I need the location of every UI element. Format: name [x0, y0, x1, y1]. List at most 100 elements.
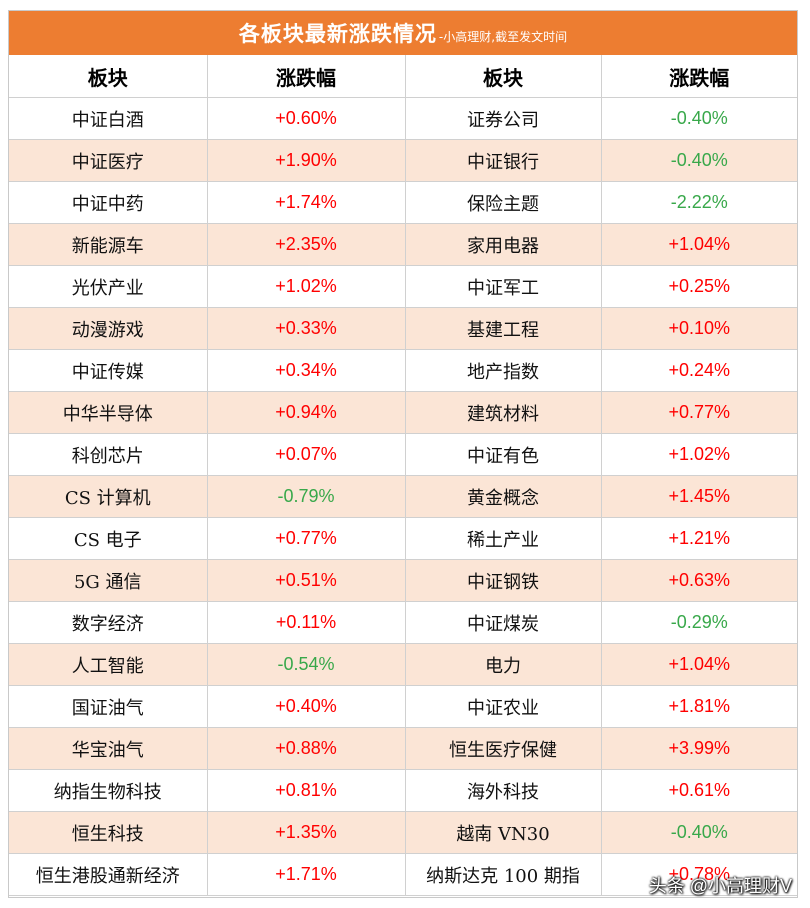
header-change-right: 涨跌幅 [601, 55, 797, 98]
change-cell: -0.40% [601, 139, 797, 182]
sector-name-cell: CS 计算机 [9, 475, 208, 518]
sector-name-cell: 光伏产业 [9, 265, 208, 308]
sector-name-cell: 恒生港股通新经济 [9, 853, 208, 896]
sector-name-cell: 国证油气 [9, 685, 208, 728]
sector-name-cell: 电力 [405, 643, 602, 686]
sector-name-cell: 华宝油气 [9, 727, 208, 770]
change-cell: +0.88% [207, 727, 406, 770]
change-cell: +0.10% [601, 307, 797, 350]
change-cell: +1.81% [601, 685, 797, 728]
sector-name-cell: 中证中药 [9, 181, 208, 224]
table-row: 新能源车 +2.35% 家用电器 +1.04% [9, 223, 797, 266]
sector-name-cell: 中华半导体 [9, 391, 208, 434]
change-cell: +1.21% [601, 517, 797, 560]
change-cell: +0.24% [601, 349, 797, 392]
sector-name-cell: 中证医疗 [9, 139, 208, 182]
change-cell: -0.40% [601, 97, 797, 140]
sector-name-cell: 中证煤炭 [405, 601, 602, 644]
sector-name-cell: 中证军工 [405, 265, 602, 308]
table-row: 科创芯片 +0.07% 中证有色 +1.02% [9, 433, 797, 476]
sector-name-cell: 数字经济 [9, 601, 208, 644]
change-cell: +1.90% [207, 139, 406, 182]
change-cell: +1.74% [207, 181, 406, 224]
table-row: 动漫游戏 +0.33% 基建工程 +0.10% [9, 307, 797, 350]
table-row: 中华半导体 +0.94% 建筑材料 +0.77% [9, 391, 797, 434]
change-cell: +2.35% [207, 223, 406, 266]
change-cell: +0.25% [601, 265, 797, 308]
sector-name-cell: 基建工程 [405, 307, 602, 350]
table-row: 恒生港股通新经济 +1.71% 纳斯达克 100 期指 +0.78% [9, 853, 797, 896]
change-cell: -0.79% [207, 475, 406, 518]
sector-name-cell: 地产指数 [405, 349, 602, 392]
sector-name-cell: 海外科技 [405, 769, 602, 812]
change-cell: +1.45% [601, 475, 797, 518]
change-cell: +0.40% [207, 685, 406, 728]
table-subtitle: -小高理财,截至发文时间 [438, 29, 568, 44]
table-row: 中证白酒 +0.60% 证券公司 -0.40% [9, 97, 797, 140]
table-body: 中证白酒 +0.60% 证券公司 -0.40% 中证医疗 +1.90% 中证银行 -0.40%… [9, 97, 797, 896]
header-sector-right: 板块 [405, 55, 602, 98]
sector-name-cell: 恒生科技 [9, 811, 208, 854]
sector-name-cell: 建筑材料 [405, 391, 602, 434]
table-row: 纳指生物科技 +0.81% 海外科技 +0.61% [9, 769, 797, 812]
sector-name-cell: 恒生医疗保健 [405, 727, 602, 770]
change-cell: +0.34% [207, 349, 406, 392]
change-cell: -0.40% [601, 811, 797, 854]
sector-name-cell: 稀土产业 [405, 517, 602, 560]
change-cell: +0.51% [207, 559, 406, 602]
table-title: 各板块最新涨跌情况 [238, 21, 437, 46]
table-row: 国证油气 +0.40% 中证农业 +1.81% [9, 685, 797, 728]
sector-name-cell: 家用电器 [405, 223, 602, 266]
table-row: CS 计算机 -0.79% 黄金概念 +1.45% [9, 475, 797, 518]
sector-name-cell: 越南 VN30 [405, 811, 602, 854]
table-row: 中证传媒 +0.34% 地产指数 +0.24% [9, 349, 797, 392]
sector-name-cell: 保险主题 [405, 181, 602, 224]
sector-name-cell: 中证有色 [405, 433, 602, 476]
table-row: 光伏产业 +1.02% 中证军工 +0.25% [9, 265, 797, 308]
change-cell: -0.29% [601, 601, 797, 644]
change-cell: +1.02% [207, 265, 406, 308]
header-row: 板块 涨跌幅 板块 涨跌幅 [9, 55, 797, 98]
change-cell: +0.11% [207, 601, 406, 644]
table-row: 华宝油气 +0.88% 恒生医疗保健 +3.99% [9, 727, 797, 770]
sector-name-cell: 证券公司 [405, 97, 602, 140]
table-row: 恒生科技 +1.35% 越南 VN30 -0.40% [9, 811, 797, 854]
title-bar: 各板块最新涨跌情况 -小高理财,截至发文时间 [9, 11, 797, 55]
change-cell: +0.94% [207, 391, 406, 434]
table-row: 数字经济 +0.11% 中证煤炭 -0.29% [9, 601, 797, 644]
table-row: CS 电子 +0.77% 稀土产业 +1.21% [9, 517, 797, 560]
change-cell: +0.61% [601, 769, 797, 812]
sector-name-cell: 纳斯达克 100 期指 [405, 853, 602, 896]
change-cell: -0.54% [207, 643, 406, 686]
change-cell: +0.07% [207, 433, 406, 476]
change-cell: +1.35% [207, 811, 406, 854]
change-cell: +0.63% [601, 559, 797, 602]
sector-name-cell: 中证钢铁 [405, 559, 602, 602]
sector-name-cell: 中证传媒 [9, 349, 208, 392]
sector-name-cell: 中证农业 [405, 685, 602, 728]
table-row: 5G 通信 +0.51% 中证钢铁 +0.63% [9, 559, 797, 602]
change-cell: +1.04% [601, 223, 797, 266]
change-cell: -2.22% [601, 181, 797, 224]
sector-change-table: 板块 涨跌幅 板块 涨跌幅 中证白酒 +0.60% 证券公司 -0.40% 中证医疗 +1… [9, 55, 797, 896]
header-sector-left: 板块 [9, 55, 208, 98]
change-cell: +0.33% [207, 307, 406, 350]
sector-name-cell: 黄金概念 [405, 475, 602, 518]
table-row: 中证中药 +1.74% 保险主题 -2.22% [9, 181, 797, 224]
table-row: 中证医疗 +1.90% 中证银行 -0.40% [9, 139, 797, 182]
change-cell: +3.99% [601, 727, 797, 770]
change-cell: +0.81% [207, 769, 406, 812]
sector-name-cell: 科创芯片 [9, 433, 208, 476]
table-frame: 各板块最新涨跌情况 -小高理财,截至发文时间 板块 涨跌幅 板块 涨跌幅 中证白… [8, 10, 798, 898]
sector-name-cell: 中证银行 [405, 139, 602, 182]
watermark: 头条 @小高理财V [648, 876, 792, 896]
sector-name-cell: 动漫游戏 [9, 307, 208, 350]
sector-name-cell: 5G 通信 [9, 559, 208, 602]
header-change-left: 涨跌幅 [207, 55, 406, 98]
sector-name-cell: 人工智能 [9, 643, 208, 686]
change-cell: +0.77% [207, 517, 406, 560]
sector-name-cell: 纳指生物科技 [9, 769, 208, 812]
sector-name-cell: CS 电子 [9, 517, 208, 560]
change-cell: +0.77% [601, 391, 797, 434]
table-row: 人工智能 -0.54% 电力 +1.04% [9, 643, 797, 686]
